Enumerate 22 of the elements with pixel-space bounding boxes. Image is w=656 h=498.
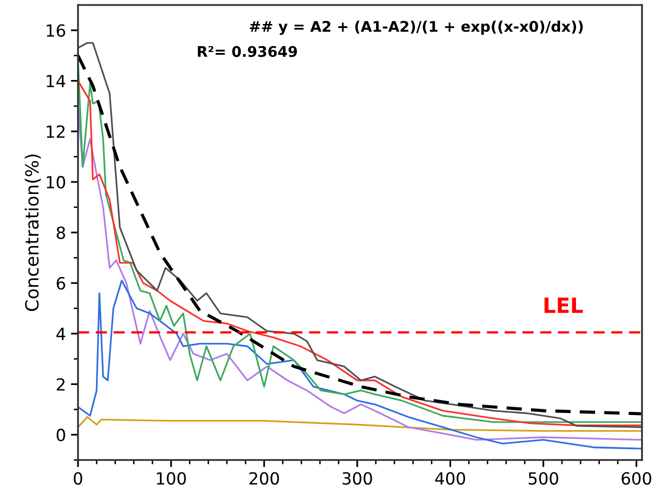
x-tick-label: 300: [342, 472, 372, 485]
annotation: R²= 0.93649: [198, 46, 297, 58]
annotation: ## y = A2 + (A1-A2)/(1 + exp((x-x0)/dx)): [250, 20, 583, 35]
y-tick-label: 0: [56, 428, 66, 442]
line-series: [78, 416, 642, 432]
y-tick-label: 10: [46, 176, 66, 189]
y-axis-title: Concentration(%): [24, 154, 41, 311]
y-tick-label: 6: [56, 277, 66, 290]
ref-line-label: LEL: [544, 298, 583, 313]
y-tick-label: 16: [46, 24, 66, 37]
y-tick-label: 14: [46, 75, 66, 88]
y-tick-label: 2: [56, 378, 65, 390]
y-tick-label: 12: [46, 125, 65, 138]
line-series: [78, 280, 642, 450]
x-tick-label: 200: [249, 472, 279, 485]
y-tick-label: 8: [56, 226, 66, 240]
x-tick-label: 500: [528, 472, 558, 485]
x-tick-label: 0: [74, 472, 82, 485]
x-tick-label: 100: [156, 472, 186, 485]
y-tick-label: 4: [56, 328, 66, 340]
x-tick-label: 600: [622, 472, 652, 485]
x-tick-label: 400: [435, 472, 466, 485]
